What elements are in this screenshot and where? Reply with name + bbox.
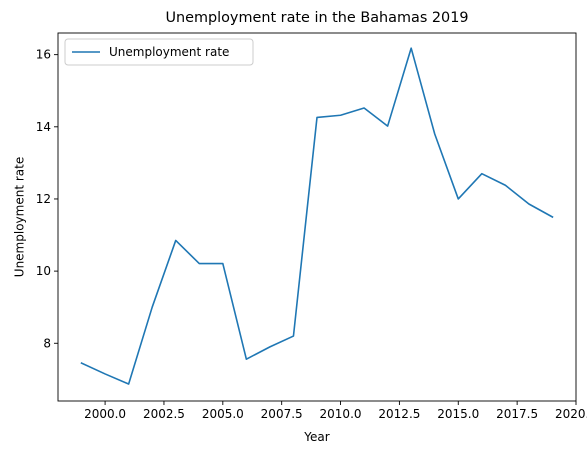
y-axis-label: Unemployment rate — [13, 157, 27, 277]
legend-label: Unemployment rate — [109, 45, 229, 59]
y-tick-label: 16 — [36, 48, 51, 62]
x-axis-label: Year — [303, 430, 329, 444]
x-tick-label: 2015.0 — [437, 407, 479, 421]
x-tick-label: 2010.0 — [320, 407, 362, 421]
plot-area: 2000.0 2002.5 2005.0 2007.5 2010.0 2012.5 2015… — [36, 32, 587, 421]
legend-box — [64, 38, 254, 66]
y-tick-label: 12 — [36, 192, 51, 206]
x-tick-label: 2002.5 — [143, 407, 185, 421]
x-tick-label: 2005.0 — [202, 407, 244, 421]
legend: Unemployment rate — [64, 38, 254, 66]
plot-frame — [57, 32, 577, 402]
x-tick-label: 2012.5 — [378, 407, 420, 421]
x-tick-label: 2000.0 — [84, 407, 126, 421]
chart-title: Unemployment rate in the Bahamas 2019 — [165, 10, 468, 26]
y-tick-label: 10 — [36, 264, 51, 278]
y-tick-label: 8 — [43, 336, 51, 350]
y-tick-label: 14 — [36, 120, 51, 134]
x-tick-label: 2007.5 — [261, 407, 303, 421]
series-line — [80, 47, 554, 385]
x-tick-label: 2017.5 — [496, 407, 538, 421]
x-tick-label: 2020.0 — [555, 407, 587, 421]
